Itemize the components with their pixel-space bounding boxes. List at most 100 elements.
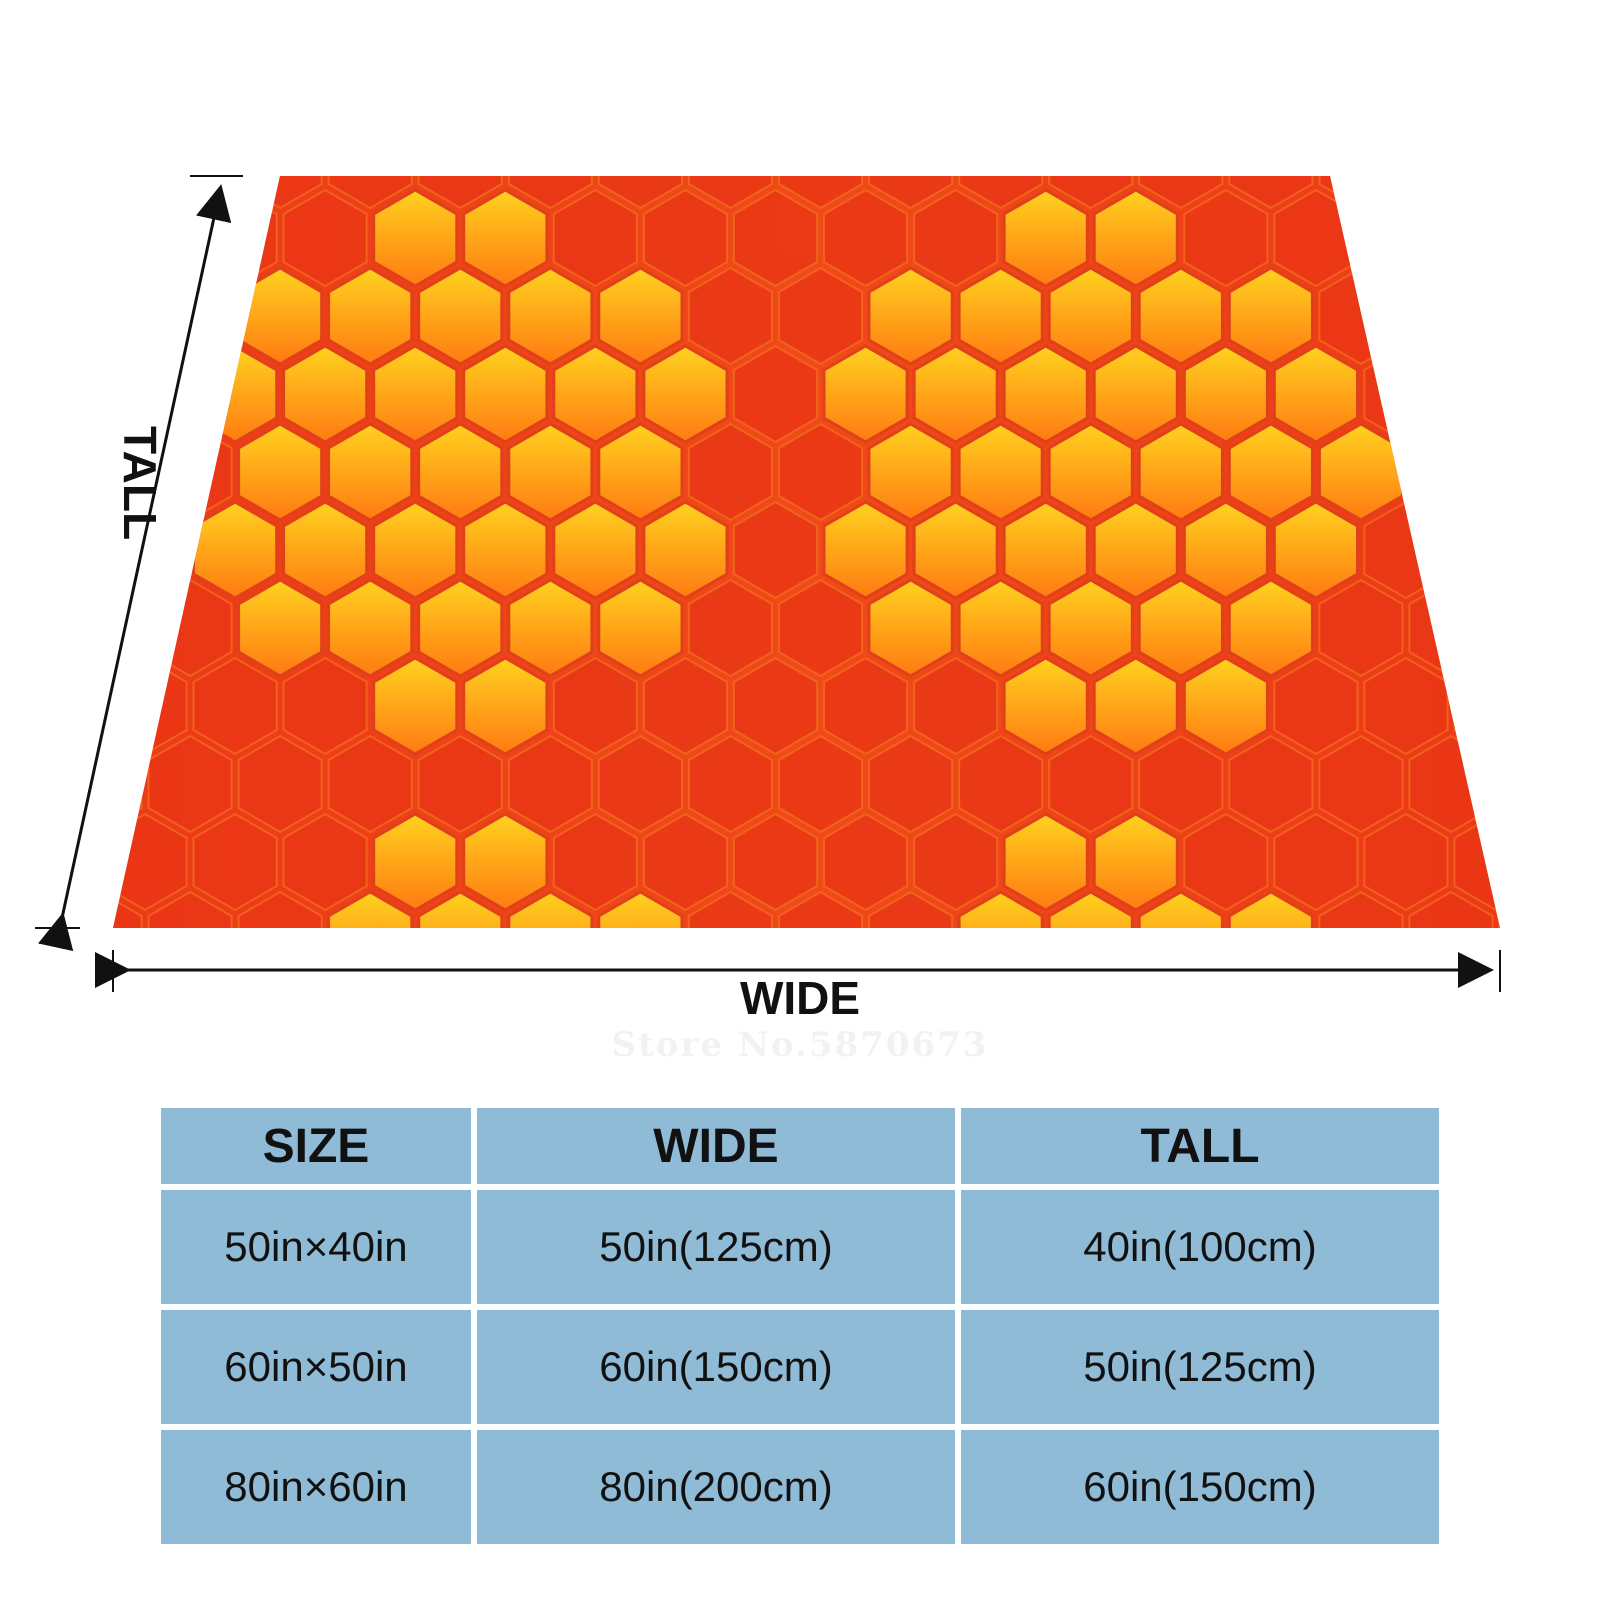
ball-hexagon <box>327 422 414 522</box>
background-hexagon <box>1453 656 1500 756</box>
ball-hexagon <box>1047 578 1134 678</box>
background-hexagon <box>1228 176 1314 210</box>
ball-hexagon <box>327 266 414 366</box>
background-hexagon <box>507 176 593 210</box>
ball-hexagon <box>1002 188 1089 288</box>
background-hexagon <box>0 268 51 364</box>
ball-hexagon <box>374 970 457 1050</box>
cell-wide: 50in(125cm) <box>476 1190 955 1304</box>
background-hexagon <box>687 734 773 834</box>
background-hexagon <box>778 734 864 834</box>
background-hexagon <box>1318 734 1404 834</box>
background-hexagon <box>1274 970 1357 1050</box>
table-row: 60in×50in 60in(150cm) 50in(125cm) <box>161 1310 1439 1424</box>
background-hexagon <box>868 890 954 928</box>
background-hexagon <box>113 734 143 834</box>
background-hexagon <box>1455 34 1538 130</box>
background-hexagon <box>1408 422 1494 522</box>
background-hexagon <box>1545 346 1600 442</box>
ball-hexagon <box>1227 422 1314 522</box>
tall-label: TALL <box>114 425 166 541</box>
background-hexagon <box>1363 812 1449 912</box>
ball-hexagon <box>417 266 504 366</box>
ball-hexagon <box>507 266 594 366</box>
ball-hexagon <box>1002 344 1089 444</box>
cell-tall: 50in(125cm) <box>960 1310 1439 1424</box>
background-hexagon <box>113 266 143 366</box>
ball-hexagon <box>1047 890 1134 928</box>
background-hexagon <box>1455 970 1538 1050</box>
ball-hexagon <box>282 344 369 444</box>
background-hexagon <box>1273 656 1359 756</box>
background-hexagon <box>1318 578 1404 678</box>
background-hexagon <box>732 812 819 912</box>
ball-hexagon <box>1002 812 1089 912</box>
header-size: SIZE <box>161 1108 471 1184</box>
ball-hexagon <box>1092 812 1179 912</box>
background-hexagon <box>823 188 909 288</box>
header-tall: TALL <box>960 1108 1439 1184</box>
background-hexagon <box>554 34 637 130</box>
ball-hexagon <box>327 578 414 678</box>
background-hexagon <box>597 176 683 210</box>
background-hexagon <box>1590 268 1600 364</box>
ball-hexagon <box>462 500 549 600</box>
background-hexagon <box>1498 422 1500 522</box>
background-hexagon <box>113 188 188 288</box>
background-hexagon <box>1183 188 1269 288</box>
ball-hexagon <box>552 500 639 600</box>
ball-hexagon <box>507 890 594 928</box>
ball-hexagon <box>1137 578 1224 678</box>
background-hexagon <box>1408 890 1494 928</box>
background-hexagon <box>113 578 143 678</box>
ball-hexagon <box>417 422 504 522</box>
background-hexagon <box>1363 188 1449 288</box>
ball-hexagon <box>912 500 999 600</box>
background-hexagon <box>1138 176 1224 210</box>
table-row: 80in×60in 80in(200cm) 60in(150cm) <box>161 1430 1439 1544</box>
background-hexagon <box>823 812 909 912</box>
background-hexagon <box>104 34 187 130</box>
background-hexagon <box>552 812 638 912</box>
background-hexagon <box>1453 344 1500 444</box>
background-hexagon <box>1500 1048 1583 1050</box>
background-hexagon <box>687 578 773 678</box>
background-hexagon <box>282 656 368 756</box>
ball-hexagon <box>282 500 369 600</box>
cell-size: 50in×40in <box>161 1190 471 1304</box>
background-hexagon <box>913 188 999 288</box>
background-hexagon <box>194 34 277 130</box>
background-hexagon <box>1364 34 1447 130</box>
background-hexagon <box>374 34 457 130</box>
background-hexagon <box>1318 890 1404 928</box>
cell-tall: 60in(150cm) <box>960 1430 1439 1544</box>
ball-hexagon <box>419 1048 502 1050</box>
background-hexagon <box>13 970 96 1050</box>
ball-hexagon <box>417 890 504 928</box>
ball-hexagon <box>372 344 459 444</box>
background-hexagon <box>147 266 233 366</box>
ball-hexagon <box>642 500 729 600</box>
background-hexagon <box>327 176 413 210</box>
ball-hexagon <box>1092 188 1179 288</box>
background-hexagon <box>1048 176 1134 210</box>
table-row: 50in×40in 50in(125cm) 40in(100cm) <box>161 1190 1439 1304</box>
background-hexagon <box>1274 34 1357 130</box>
background-hexagon <box>1004 34 1087 130</box>
background-hexagon <box>1545 814 1600 910</box>
background-hexagon <box>687 176 773 210</box>
ball-hexagon <box>957 578 1044 678</box>
wide-dimension-line <box>95 950 1501 992</box>
background-hexagon <box>282 812 368 912</box>
ball-hexagon <box>957 422 1044 522</box>
ball-hexagon <box>822 500 909 600</box>
store-watermark: Store No.5870673 <box>611 1025 989 1065</box>
background-hexagon <box>642 188 728 288</box>
ball-hexagon <box>1182 656 1269 756</box>
background-hexagon <box>0 1048 51 1050</box>
background-hexagon <box>732 656 819 756</box>
background-hexagon <box>778 890 864 928</box>
background-hexagon <box>1408 176 1494 210</box>
background-hexagon <box>464 34 547 130</box>
ball-hexagon <box>462 188 549 288</box>
